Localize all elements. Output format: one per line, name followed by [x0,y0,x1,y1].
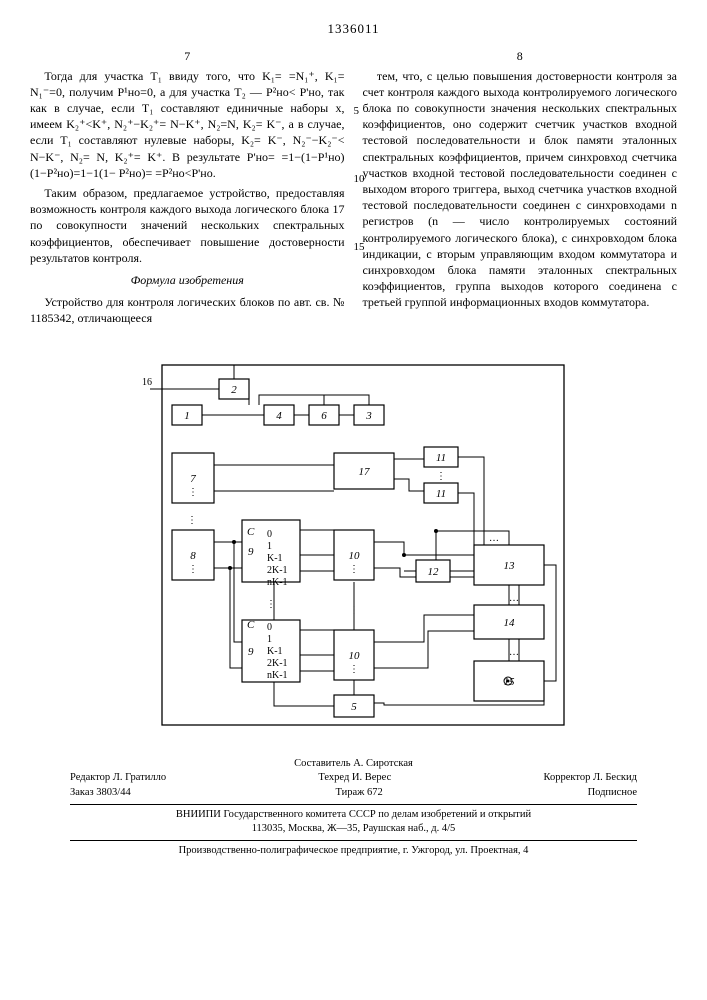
footer: Составитель А. Сиротская Редактор Л. Гра… [30,757,677,859]
svg-text:14: 14 [503,617,515,629]
svg-text:2K-1: 2K-1 [267,565,288,576]
svg-text:nK-1: nK-1 [267,577,288,588]
svg-text:12: 12 [427,566,439,578]
svg-text:⋮: ⋮ [188,487,198,498]
svg-text:⋮: ⋮ [187,515,197,526]
footer-podpis: Подписное [588,786,637,801]
right-page-num: 8 [363,48,678,64]
svg-text:11: 11 [435,452,445,464]
svg-text:⋮: ⋮ [349,605,359,616]
footer-org: ВНИИПИ Государственного комитета СССР по… [30,808,677,823]
text-columns: 7 Тогда для участка T₁ ввиду того, что K… [30,48,677,331]
left-page-num: 7 [30,48,345,64]
block-diagram: 16124637⋮1711118⋮910⋮910⋮51213141501K-12… [30,345,677,745]
svg-text:0: 0 [267,622,272,633]
line-num-5: 5 [354,104,360,119]
doc-number: 1336011 [30,20,677,38]
line-num-15: 15 [354,240,365,255]
left-para-1: Тогда для участка T₁ ввиду того, что K₁=… [30,68,345,181]
svg-text:С: С [247,619,255,631]
svg-text:…: … [509,593,519,604]
left-column: 7 Тогда для участка T₁ ввиду того, что K… [30,48,345,331]
svg-text:1: 1 [184,410,190,422]
svg-text:9: 9 [248,646,254,658]
svg-text:K-1: K-1 [267,553,283,564]
svg-text:10: 10 [348,650,360,662]
footer-editor: Редактор Л. Гратилло [70,771,166,786]
svg-text:11: 11 [435,488,445,500]
svg-text:8: 8 [190,550,196,562]
svg-text:1: 1 [267,541,272,552]
svg-text:K-1: K-1 [267,646,283,657]
svg-text:2K-1: 2K-1 [267,658,288,669]
svg-text:16: 16 [142,377,152,388]
svg-text:С: С [247,526,255,538]
right-para-1: тем, что, с целью повышения достоверност… [363,68,678,311]
left-para-3: Устройство для контроля логических блоко… [30,294,345,326]
svg-text:…: … [509,647,519,658]
footer-compiler: Составитель А. Сиротская [30,757,677,772]
svg-text:17: 17 [358,466,370,478]
right-column: 8 тем, что, с целью повышения достоверно… [363,48,678,331]
svg-text:⋮: ⋮ [266,599,276,610]
formula-heading: Формула изобретения [30,272,345,288]
svg-text:⋮: ⋮ [349,564,359,575]
footer-addr: 113035, Москва, Ж—35, Раушская наб., д. … [30,822,677,837]
svg-text:2: 2 [231,384,237,396]
svg-text:9: 9 [248,546,254,558]
footer-tech: Техред И. Верес [318,771,391,786]
svg-text:7: 7 [190,473,196,485]
svg-text:⋮: ⋮ [436,471,446,482]
svg-text:0: 0 [267,529,272,540]
svg-text:1: 1 [267,634,272,645]
svg-text:⋮: ⋮ [188,564,198,575]
svg-text:…: … [489,533,499,544]
footer-corrector: Корректор Л. Бескид [544,771,637,786]
footer-tirazh: Тираж 672 [335,786,382,801]
svg-text:3: 3 [365,410,372,422]
svg-text:6: 6 [321,410,327,422]
svg-text:10: 10 [348,550,360,562]
svg-text:5: 5 [351,701,357,713]
footer-printer: Производственно-полиграфическое предприя… [30,844,677,859]
svg-text:4: 4 [276,410,282,422]
svg-text:⋮: ⋮ [349,664,359,675]
left-para-2: Таким образом, предлагаемое устройство, … [30,185,345,266]
line-num-10: 10 [354,172,365,187]
svg-text:13: 13 [503,560,515,572]
svg-text:nK-1: nK-1 [267,670,288,681]
footer-order: Заказ 3803/44 [70,786,131,801]
